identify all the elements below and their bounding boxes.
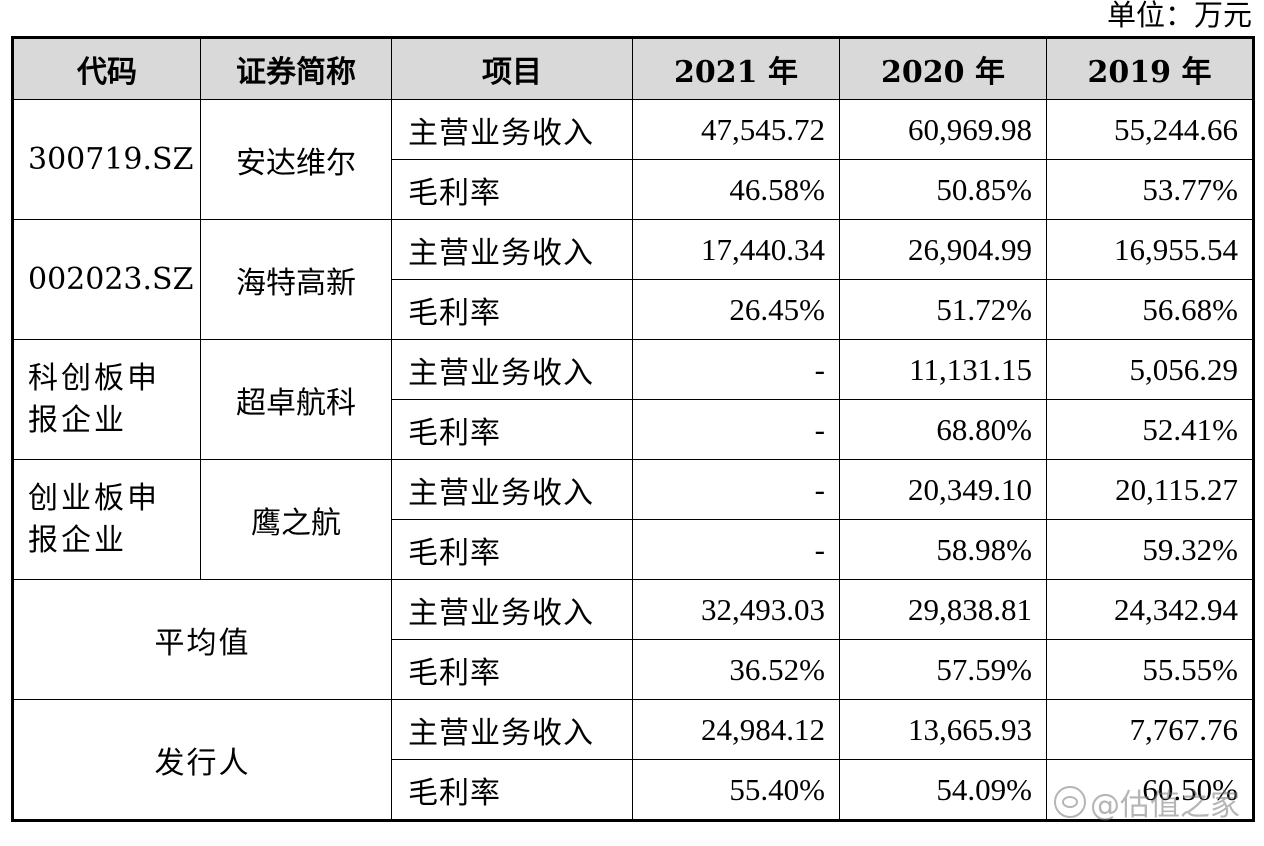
unit-label: 单位：万元: [1106, 0, 1252, 32]
item-label: 主营业务收入: [391, 99, 633, 160]
value-2021: -: [632, 459, 840, 520]
value-2019: 16,955.54: [1046, 219, 1254, 280]
table-row: 毛利率 - 68.80% 52.41%: [13, 399, 1254, 460]
value-2019: 20,115.27: [1046, 459, 1254, 520]
value-2020: 54.09%: [839, 759, 1047, 821]
company-name: 安达维尔: [200, 99, 392, 220]
header-code: 代码: [12, 37, 201, 100]
value-2021: 36.52%: [632, 639, 840, 700]
table-row: 创业板申报企业 鹰之航 主营业务收入 - 20,349.10 20,115.27: [12, 459, 1254, 580]
value-2021: 26.45%: [632, 279, 840, 340]
value-2020: 50.85%: [839, 159, 1047, 220]
table-row: 毛利率 36.52% 57.59% 55.55%: [13, 639, 1254, 700]
watermark: @估值之家: [1054, 780, 1240, 824]
item-label: 毛利率: [391, 519, 633, 580]
company-code: 创业板申报企业: [12, 459, 201, 580]
item-label: 毛利率: [391, 279, 633, 340]
value-2019: 55,244.66: [1046, 99, 1254, 160]
item-label: 毛利率: [391, 399, 633, 460]
header-row: 代码 证券简称 项目 2021 年 2020 年 2019 年: [12, 37, 1254, 100]
watermark-text: @估值之家: [1090, 788, 1240, 823]
header-2019: 2019 年: [1046, 37, 1254, 100]
table-row: 300719.SZ 安达维尔 主营业务收入 47,545.72 60,969.9…: [12, 99, 1254, 220]
item-label: 主营业务收入: [391, 579, 633, 640]
value-2020: 68.80%: [839, 399, 1047, 460]
header-name: 证券简称: [200, 37, 392, 100]
value-2020: 20,349.10: [839, 459, 1047, 520]
company-code: 002023.SZ: [12, 219, 201, 340]
header-item: 项目: [391, 37, 633, 100]
value-2020: 29,838.81: [839, 579, 1047, 640]
comparison-table: 代码 证券简称 项目 2021 年 2020 年 2019 年 300719.S…: [11, 36, 1255, 822]
value-2021: 46.58%: [632, 159, 840, 220]
table-row: 毛利率 - 58.98% 59.32%: [13, 519, 1254, 580]
value-2021: 32,493.03: [632, 579, 840, 640]
company-code: 科创板申报企业: [12, 339, 201, 460]
value-2021: 55.40%: [632, 759, 840, 821]
header-2020: 2020 年: [839, 37, 1047, 100]
table-row: 发行人 主营业务收入 24,984.12 13,665.93 7,767.76: [12, 699, 1254, 821]
company-name: 海特高新: [200, 219, 392, 340]
value-2019: 59.32%: [1046, 519, 1254, 580]
value-2021: -: [632, 519, 840, 580]
company-name: 鹰之航: [200, 459, 392, 580]
value-2019: 7,767.76: [1046, 699, 1254, 760]
company-code: 300719.SZ: [12, 99, 201, 220]
item-label: 主营业务收入: [391, 699, 633, 760]
value-2020: 13,665.93: [839, 699, 1047, 760]
value-2020: 58.98%: [839, 519, 1047, 580]
value-2019: 56.68%: [1046, 279, 1254, 340]
header-2021: 2021 年: [632, 37, 840, 100]
value-2021: 17,440.34: [632, 219, 840, 280]
table-row: 002023.SZ 海特高新 主营业务收入 17,440.34 26,904.9…: [12, 219, 1254, 340]
value-2021: 24,984.12: [632, 699, 840, 760]
value-2020: 26,904.99: [839, 219, 1047, 280]
value-2021: -: [632, 339, 840, 400]
item-label: 毛利率: [391, 639, 633, 700]
value-2020: 11,131.15: [839, 339, 1047, 400]
chat-bubble-icon: [1054, 786, 1086, 818]
value-2020: 57.59%: [839, 639, 1047, 700]
issuer-label: 发行人: [12, 699, 392, 821]
table-row: 科创板申报企业 超卓航科 主营业务收入 - 11,131.15 5,056.29: [12, 339, 1254, 460]
value-2021: -: [632, 399, 840, 460]
value-2019: 55.55%: [1046, 639, 1254, 700]
value-2019: 52.41%: [1046, 399, 1254, 460]
average-label: 平均值: [12, 579, 392, 700]
item-label: 主营业务收入: [391, 459, 633, 520]
value-2020: 51.72%: [839, 279, 1047, 340]
value-2019: 5,056.29: [1046, 339, 1254, 400]
item-label: 主营业务收入: [391, 339, 633, 400]
item-label: 主营业务收入: [391, 219, 633, 280]
company-name: 超卓航科: [200, 339, 392, 460]
item-label: 毛利率: [391, 759, 633, 821]
value-2020: 60,969.98: [839, 99, 1047, 160]
value-2021: 47,545.72: [632, 99, 840, 160]
table-row: 平均值 主营业务收入 32,493.03 29,838.81 24,342.94: [12, 579, 1254, 700]
value-2019: 53.77%: [1046, 159, 1254, 220]
value-2019: 24,342.94: [1046, 579, 1254, 640]
item-label: 毛利率: [391, 159, 633, 220]
